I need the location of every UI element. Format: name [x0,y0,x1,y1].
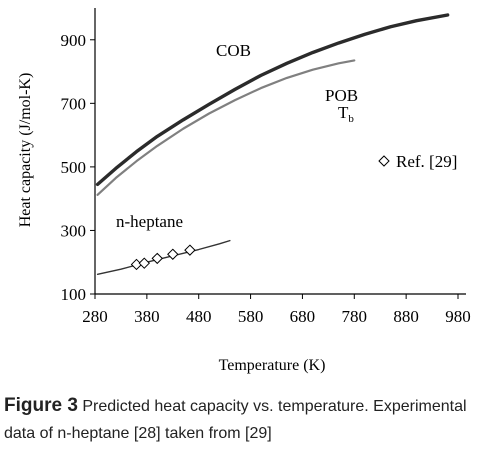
x-tick-label: 880 [393,307,419,326]
heptane-label: n-heptane [116,212,183,231]
cob-label: COB [216,41,251,60]
tb-label: Tb [338,103,354,125]
series-line-pob [96,59,356,196]
data-point-marker [138,257,150,269]
x-tick-label: 980 [445,307,471,326]
x-tick-label: 580 [238,307,264,326]
series-line-cob [95,13,450,187]
ticks: 280 380 480 580 680 780 880 980 100 300 500 700 900 [61,31,471,326]
x-tick-label: 280 [82,307,108,326]
data-point-marker [151,252,163,265]
y-axis-title: Heat capacity (J/mol-K) [17,73,34,228]
caption-text: Predicted heat capacity vs. temperature.… [4,398,467,442]
caption-label: Figure 3 [4,395,78,416]
x-tick-label: 680 [290,307,316,326]
legend: Ref. [29] [378,152,457,171]
axes [94,8,466,295]
x-tick-label: 480 [186,307,212,326]
marker-layer [130,244,196,271]
series-line-n-heptane [96,239,231,275]
tb-label-sub: b [348,113,354,125]
x-tick-label: 780 [342,307,368,326]
pob-label: POB [325,86,358,105]
x-tick-label: 380 [134,307,160,326]
y-tick-label: 900 [61,31,87,50]
tb-label-main: T [338,103,349,122]
series-layer [95,13,450,275]
data-point-marker [167,248,179,260]
data-point-marker [184,244,196,256]
legend-label: Ref. [29] [396,152,457,171]
figure-caption: Figure 3 Predicted heat capacity vs. tem… [4,392,488,447]
x-axis-title: Temperature (K) [219,357,326,374]
legend-marker-icon [378,155,390,167]
y-tick-label: 500 [61,158,87,177]
y-tick-label: 100 [61,285,87,304]
y-tick-label: 300 [61,221,87,240]
y-tick-label: 700 [61,94,87,113]
